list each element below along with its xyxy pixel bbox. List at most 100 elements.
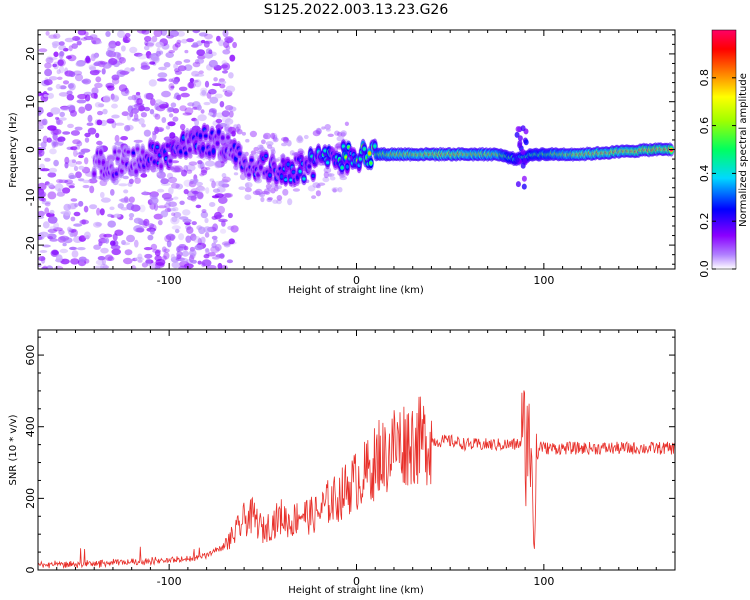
heatmap-cell <box>216 35 221 42</box>
heatmap-cell <box>83 205 89 213</box>
heatmap-cell <box>114 172 119 175</box>
heatmap-cell <box>108 40 117 49</box>
heatmap-cell <box>189 78 195 83</box>
heatmap-cell <box>196 104 202 111</box>
heatmap-cell <box>60 258 70 265</box>
heatmap-cell <box>124 249 133 256</box>
heatmap-cell <box>150 167 159 173</box>
heatmap-cell <box>144 35 152 42</box>
heatmap-cell <box>54 183 64 192</box>
heatmap-cell <box>103 233 113 238</box>
chart-title: S125.2022.003.13.23.G26 <box>264 2 449 18</box>
heatmap-cell <box>256 173 260 177</box>
heatmap-cell <box>94 82 103 89</box>
heatmap-cell <box>50 107 61 115</box>
heatmap-cell <box>225 105 234 111</box>
heatmap-cell <box>160 178 169 185</box>
heatmap-cell <box>224 192 233 198</box>
heatmap-cell <box>332 188 337 193</box>
heatmap-cell <box>143 129 151 137</box>
heatmap-cell <box>86 122 94 126</box>
heatmap-cell <box>225 85 236 93</box>
heatmap-cell <box>282 188 289 196</box>
heatmap-cell <box>171 212 176 216</box>
heatmap-cell <box>264 154 268 158</box>
heatmap-cell <box>92 40 97 45</box>
heatmap-cell <box>195 204 202 209</box>
heatmap-cell <box>102 108 108 115</box>
heatmap-cell <box>186 38 195 43</box>
heatmap-cell <box>78 178 85 182</box>
heatmap-cell <box>105 31 111 37</box>
heatmap-cell <box>184 49 189 54</box>
heatmap-cell <box>100 263 108 269</box>
heatmap-cell <box>175 183 184 190</box>
heatmap-cell <box>104 237 110 244</box>
heatmap-cell <box>120 169 124 173</box>
colorbar-tick-label: 0.4 <box>698 165 711 183</box>
heatmap-cell <box>46 137 52 143</box>
heatmap-cell <box>110 93 115 100</box>
heatmap-cell <box>190 233 197 241</box>
heatmap-cell <box>201 39 206 44</box>
heatmap-cell <box>45 31 50 36</box>
heatmap-cell <box>186 226 194 234</box>
heatmap-cell <box>81 219 86 225</box>
heatmap-cell <box>101 258 106 266</box>
heatmap-cell <box>188 161 198 166</box>
heatmap-cell <box>105 50 114 57</box>
heatmap-cell <box>84 31 89 37</box>
heatmap-cell <box>188 148 192 152</box>
heatmap-cell <box>58 179 69 184</box>
heatmap-cell <box>87 127 97 135</box>
heatmap-cell <box>166 144 170 148</box>
heatmap-cell <box>63 203 71 211</box>
heatmap-cell <box>259 144 264 150</box>
heatmap-cell <box>200 87 208 94</box>
heatmap-cell <box>155 41 164 48</box>
heatmap-cell <box>69 232 75 237</box>
heatmap-cell <box>58 229 65 235</box>
heatmap-cell <box>38 262 42 268</box>
heatmap-cell <box>228 106 237 112</box>
heatmap-cell <box>107 213 113 218</box>
heatmap-cell <box>62 131 71 135</box>
heatmap-cell <box>169 132 176 139</box>
heatmap-cell <box>303 134 309 140</box>
heatmap-cell <box>57 59 64 66</box>
heatmap-cell <box>102 62 112 69</box>
heatmap-cell <box>114 229 124 236</box>
heatmap-cell <box>181 250 190 257</box>
heatmap-cell <box>117 150 121 153</box>
heatmap-cell <box>62 80 70 85</box>
heatmap-cell <box>211 256 221 260</box>
heatmap-cell <box>152 56 160 62</box>
heatmap-cell <box>201 89 207 96</box>
heatmap-cell <box>276 195 283 201</box>
heatmap-cell <box>70 130 80 136</box>
heatmap-cell <box>42 118 48 126</box>
heatmap-cell <box>173 211 182 218</box>
heatmap-cell <box>48 167 58 173</box>
heatmap-cell <box>323 149 327 152</box>
heatmap-cell <box>78 165 85 170</box>
heatmap-cell <box>163 248 170 253</box>
heatmap-cell <box>234 156 238 161</box>
heatmap-cell <box>211 242 217 249</box>
heatmap-cell <box>187 190 197 198</box>
heatmap-cell <box>150 228 155 235</box>
heatmap-cell <box>201 259 212 267</box>
heatmap-cell <box>324 124 331 130</box>
heatmap-cell <box>115 122 125 126</box>
heatmap-cell <box>220 228 227 234</box>
colorbar-tick-label: 0.8 <box>698 69 711 87</box>
heatmap-cell <box>84 132 91 138</box>
heatmap-cell <box>181 169 187 177</box>
heatmap-cell <box>521 183 527 190</box>
heatmap-cell <box>113 96 119 102</box>
heatmap-cell <box>66 182 75 187</box>
heatmap-cell <box>76 161 82 165</box>
heatmap-cell <box>71 43 78 49</box>
heatmap-cell <box>172 116 179 122</box>
heatmap-cell <box>197 114 207 122</box>
